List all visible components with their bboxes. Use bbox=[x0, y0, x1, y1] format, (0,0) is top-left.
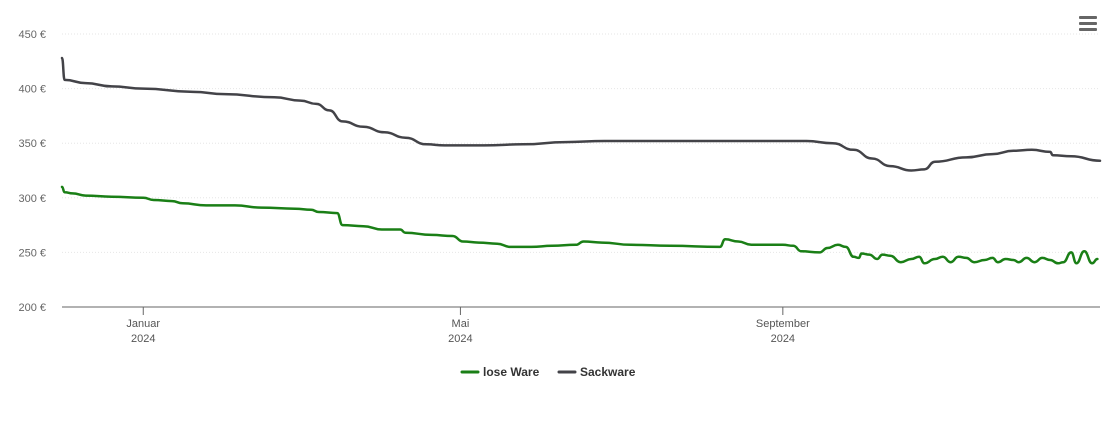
x-axis-ticks: Januar 2024 Mai 2024 September 2024 bbox=[126, 307, 810, 345]
menu-bar bbox=[1079, 15, 1097, 19]
menu-bar bbox=[1079, 27, 1097, 31]
y-tick-label: 250 € bbox=[18, 247, 46, 259]
y-tick-label: 400 € bbox=[18, 84, 46, 96]
series-line-sackware bbox=[60, 56, 1102, 172]
legend-item-sackware[interactable]: Sackware bbox=[557, 365, 636, 379]
x-tick-sublabel: 2024 bbox=[131, 333, 155, 345]
y-axis-labels: 200 € 250 € 300 € 350 € 400 € 450 € bbox=[18, 29, 46, 314]
y-tick-label: 450 € bbox=[18, 29, 46, 41]
menu-bar bbox=[1079, 21, 1097, 25]
x-tick-sublabel: 2024 bbox=[448, 333, 472, 345]
y-tick-label: 200 € bbox=[18, 302, 46, 314]
legend-label: lose Ware bbox=[483, 365, 540, 379]
series-line-lose-ware bbox=[60, 185, 1099, 265]
legend-label: Sackware bbox=[580, 365, 636, 379]
x-tick-label: Mai bbox=[452, 318, 470, 330]
legend: lose Ware Sackware bbox=[460, 365, 636, 379]
x-tick-label: September bbox=[756, 318, 810, 330]
x-tick-sublabel: 2024 bbox=[771, 333, 795, 345]
hamburger-menu-icon[interactable] bbox=[1076, 12, 1100, 34]
legend-item-lose-ware[interactable]: lose Ware bbox=[460, 365, 540, 379]
series-lines bbox=[60, 56, 1102, 265]
x-tick-label: Januar bbox=[126, 318, 160, 330]
y-tick-label: 300 € bbox=[18, 193, 46, 205]
grid-lines bbox=[62, 33, 1100, 253]
y-tick-label: 350 € bbox=[18, 138, 46, 150]
